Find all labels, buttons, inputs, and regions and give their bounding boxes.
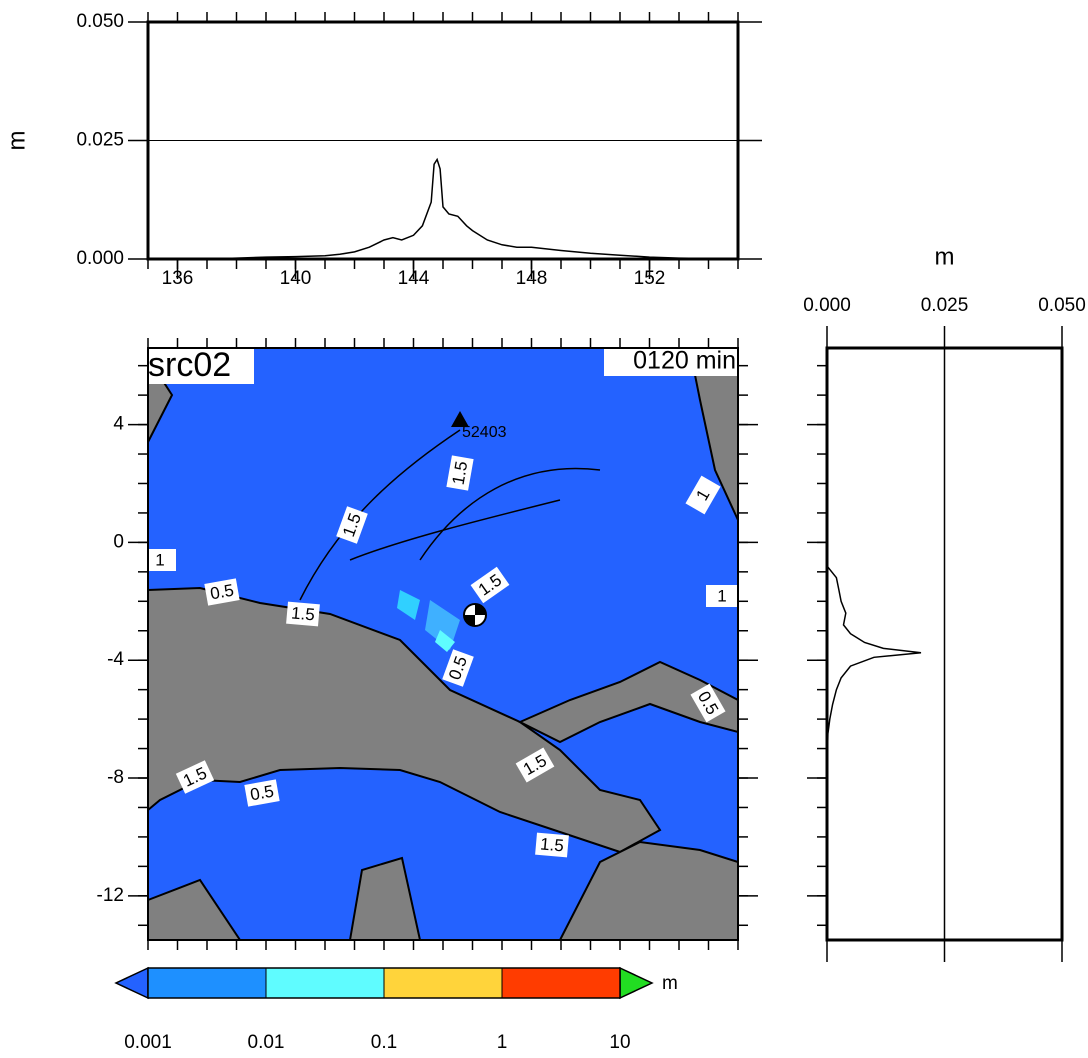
contour-label: 1 <box>685 475 721 515</box>
x-tick-label: 140 <box>280 268 312 289</box>
contour-label: 0.5 <box>690 683 726 723</box>
y-tick-label: 0.025 <box>76 130 124 151</box>
colorbar-segment <box>148 968 266 998</box>
wave-patch <box>425 600 460 650</box>
contour-label: 0.5 <box>204 578 240 606</box>
colorbar-label: m <box>662 973 678 994</box>
contour-label-text: 0.5 <box>209 581 236 604</box>
contour-label-box <box>706 585 738 607</box>
plot-frame <box>825 346 1064 942</box>
colorbar-tick-label: 0.001 <box>124 1032 172 1053</box>
contour-label-text: 0.5 <box>249 782 276 805</box>
data-line <box>826 348 922 940</box>
contour-label-box <box>442 649 474 687</box>
map-title: src02 <box>148 346 231 384</box>
colorbar-tick-label: 0.1 <box>371 1032 397 1053</box>
wave-patch <box>397 590 420 620</box>
epicenter-quadrant <box>464 604 486 626</box>
y-axis-label: m <box>3 131 30 151</box>
contour-line <box>419 467 601 561</box>
plot-frame <box>146 20 740 261</box>
contour-label-box <box>175 760 215 794</box>
y-tick-label: -4 <box>107 649 124 670</box>
contour-label-box <box>446 455 474 491</box>
contour-label-text: 1.5 <box>539 834 564 855</box>
y-tick-label: 0.050 <box>76 11 124 32</box>
y-tick-label: -12 <box>97 885 124 906</box>
contour-label: 1 <box>144 549 176 571</box>
colorbar-over <box>619 966 654 1000</box>
contour-label-box <box>144 549 176 571</box>
colorbar-segment <box>502 968 620 998</box>
x-tick-label: 144 <box>398 268 430 289</box>
contour-label-text: 1 <box>717 586 726 605</box>
contour-line <box>299 429 461 601</box>
contour-label-box <box>286 601 320 627</box>
contour-label: 1.5 <box>286 601 320 627</box>
x-tick-label: 152 <box>634 268 666 289</box>
wave-patch <box>435 630 455 652</box>
contour-label-box <box>336 506 368 544</box>
contour-label: 1.5 <box>535 832 569 858</box>
y-tick-label: 0.000 <box>76 248 124 269</box>
x-tick-label: 0.050 <box>1038 295 1086 316</box>
x-tick-label: 148 <box>516 268 548 289</box>
x-axis-label: m <box>935 243 955 270</box>
colorbar-tick-label: 1 <box>497 1032 508 1053</box>
y-tick-label: 0 <box>113 531 124 552</box>
contour-label: 0.5 <box>244 779 280 807</box>
y-tick-label: -8 <box>107 767 124 788</box>
contour-label-box <box>685 475 721 515</box>
colorbar-tick-label: 10 <box>609 1032 630 1053</box>
contour-label: 1 <box>706 585 738 607</box>
annotation-box <box>604 348 738 376</box>
map-annotation: 0120 min <box>633 347 736 375</box>
title-box <box>146 348 254 384</box>
x-tick-label: 136 <box>162 268 194 289</box>
contour-label-box <box>690 683 726 723</box>
contour-label-box <box>470 566 510 604</box>
contour-label-box <box>244 779 280 807</box>
y-tick-label: 4 <box>113 414 124 435</box>
map-frame <box>147 347 739 941</box>
station-marker <box>451 411 469 427</box>
station-label: 52403 <box>462 424 507 441</box>
contour-label-box <box>515 747 555 783</box>
x-tick-label: 0.000 <box>803 295 851 316</box>
colorbar-segment <box>266 968 384 998</box>
x-tick-label: 0.025 <box>921 295 969 316</box>
colorbar-segment <box>384 968 502 998</box>
data-line <box>148 157 739 260</box>
map-layer: 524031.51.510.51.51.50.51.50.51.51.50.51… <box>144 348 739 941</box>
contour-label-box <box>535 832 569 858</box>
contour-label-text: 1 <box>155 550 164 569</box>
contour-label-text: 1.5 <box>290 603 315 624</box>
colorbar-under <box>114 966 149 1000</box>
contour-label: 1.5 <box>446 455 474 491</box>
colorbar-tick-label: 0.01 <box>248 1032 285 1053</box>
contour-label-text: 1.5 <box>449 460 472 487</box>
contour-label-box <box>204 578 240 606</box>
